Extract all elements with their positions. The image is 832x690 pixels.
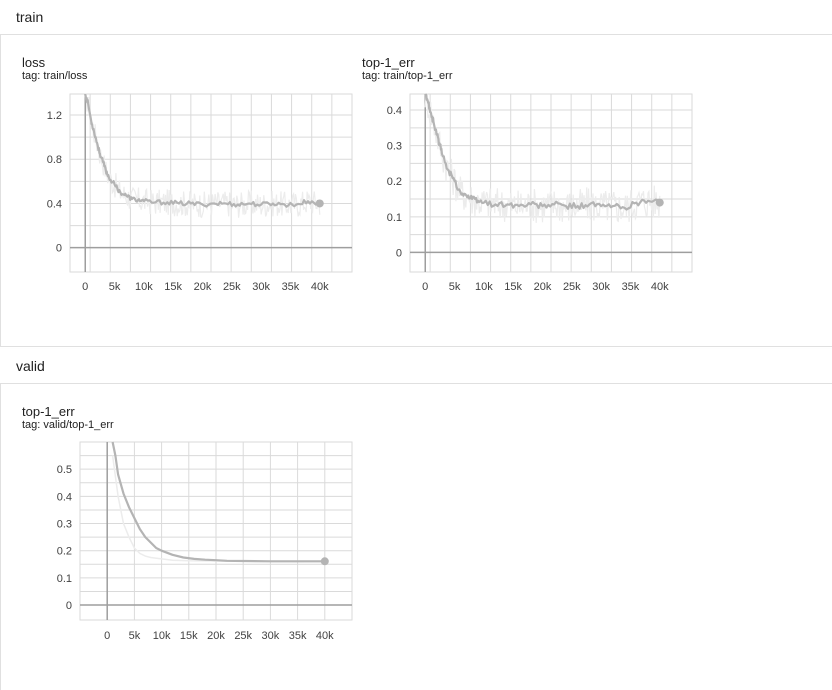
series-line — [84, 93, 321, 208]
x-tick-label: 40k — [651, 281, 669, 293]
x-tick-label: 5k — [129, 630, 141, 642]
chart-title: top-1_err — [22, 404, 75, 419]
x-tick-label: 0 — [422, 281, 428, 293]
series-end-point[interactable] — [655, 198, 664, 207]
chart-tag: tag: valid/top-1_err — [22, 419, 114, 431]
x-tick-label: 10k — [475, 281, 493, 293]
x-tick-label: 40k — [311, 281, 329, 293]
y-tick-label: 0.3 — [387, 141, 402, 153]
x-tick-label: 25k — [223, 281, 241, 293]
x-tick-label: 35k — [289, 630, 307, 642]
y-tick-label: 0.5 — [57, 464, 72, 476]
y-tick-label: 0.8 — [47, 154, 62, 166]
y-tick-label: 0.1 — [387, 212, 402, 224]
x-tick-label: 30k — [252, 281, 270, 293]
x-tick-label: 0 — [82, 281, 88, 293]
y-tick-label: 0.3 — [57, 519, 72, 531]
chart-title: loss — [22, 55, 46, 70]
x-tick-label: 10k — [153, 630, 171, 642]
x-tick-label: 25k — [234, 630, 252, 642]
y-tick-label: 0 — [66, 600, 72, 612]
x-tick-label: 15k — [180, 630, 198, 642]
x-tick-label: 35k — [622, 281, 640, 293]
chart-tag: tag: train/loss — [22, 70, 88, 82]
valid-section-title: valid — [16, 358, 45, 374]
y-tick-label: 0.2 — [387, 176, 402, 188]
x-tick-label: 25k — [563, 281, 581, 293]
valid-section-header[interactable]: valid — [0, 349, 832, 384]
train-section-divider — [0, 346, 832, 347]
raw-series-line — [424, 93, 661, 223]
x-tick-label: 40k — [316, 630, 334, 642]
x-tick-label: 30k — [262, 630, 280, 642]
chart-title: top-1_err — [362, 55, 415, 70]
train-top1-chart[interactable]: 0 0.1 0.2 0.3 0.4 0 5k 10k 15k 20k 25k 30k 35k 40k — [387, 90, 693, 295]
x-tick-label: 20k — [534, 281, 552, 293]
y-tick-label: 0 — [396, 247, 402, 259]
y-tick-label: 0.4 — [47, 198, 62, 210]
y-tick-label: 0 — [56, 243, 62, 255]
train-top1-card: top-1_err tag: train/top-1_err — [362, 55, 702, 305]
raw-series-line — [85, 93, 321, 219]
valid-top1-chart[interactable]: 0 0.1 0.2 0.3 0.4 0.5 0 5k 10k 15k 20k 25k 30k 35k 40k — [52, 438, 353, 648]
valid-section-left-border — [0, 384, 1, 690]
x-tick-label: 10k — [135, 281, 153, 293]
chart-tag: tag: train/top-1_err — [362, 70, 453, 82]
x-tick-label: 30k — [592, 281, 610, 293]
train-section-header[interactable]: train — [0, 0, 832, 35]
x-tick-label: 20k — [194, 281, 212, 293]
x-tick-label: 5k — [109, 281, 121, 293]
series-end-point[interactable] — [315, 199, 324, 208]
y-tick-label: 1.2 — [47, 110, 62, 122]
train-section-left-border — [0, 35, 1, 346]
x-tick-label: 0 — [104, 630, 110, 642]
series-end-point[interactable] — [320, 557, 329, 566]
y-tick-label: 0.4 — [387, 105, 402, 117]
x-tick-label: 20k — [207, 630, 225, 642]
x-tick-label: 35k — [282, 281, 300, 293]
x-tick-label: 5k — [449, 281, 461, 293]
series-line — [111, 441, 325, 563]
train-loss-chart[interactable]: 0 0.4 0.8 1.2 0 5k 10k 15k 20k 25k 30k 35k 40k — [47, 90, 353, 295]
x-tick-label: 15k — [164, 281, 182, 293]
y-tick-label: 0.2 — [57, 546, 72, 558]
y-tick-label: 0.4 — [57, 491, 72, 503]
y-tick-label: 0.1 — [57, 573, 72, 585]
series-line — [424, 93, 661, 211]
x-tick-label: 15k — [504, 281, 522, 293]
valid-top1-card: top-1_err tag: valid/top-1_err — [22, 404, 362, 654]
train-loss-card: loss tag: train/loss — [22, 55, 362, 305]
train-section-title: train — [16, 9, 44, 25]
